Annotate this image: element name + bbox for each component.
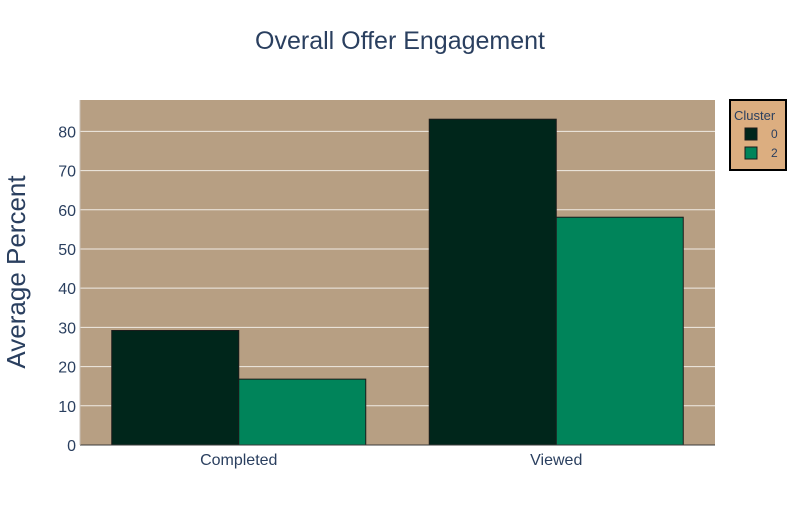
legend-title: Cluster <box>734 108 776 123</box>
legend-items: 02 <box>744 127 778 160</box>
y-tick-label: 10 <box>58 399 76 416</box>
y-tick-label: 20 <box>58 360 76 377</box>
legend-swatch <box>744 146 758 160</box>
bar-viewed-cluster-2 <box>555 216 684 446</box>
legend-swatch <box>744 127 758 141</box>
legend-box <box>729 99 787 171</box>
y-tick-label: 50 <box>58 242 76 259</box>
y-tick-label: 70 <box>58 164 76 181</box>
y-tick-labels: 0 10 20 30 40 50 60 70 80 <box>58 124 76 455</box>
bars <box>111 118 684 446</box>
legend-label: 2 <box>771 146 778 160</box>
legend: Cluster 02 <box>729 99 787 171</box>
x-tick-label: Viewed <box>530 452 582 469</box>
y-tick-label: 80 <box>58 124 76 141</box>
y-tick-label: 30 <box>58 320 76 337</box>
legend-label: 0 <box>771 127 778 141</box>
bar-viewed-cluster-0 <box>428 118 557 446</box>
y-tick-label: 60 <box>58 203 76 220</box>
bar-completed-cluster-2 <box>238 378 367 446</box>
chart-title: Overall Offer Engagement <box>255 27 545 55</box>
y-axis-label: Average Percent <box>1 175 31 369</box>
x-tick-label: Completed <box>200 452 277 469</box>
y-tick-label: 40 <box>58 281 76 298</box>
y-tick-label: 0 <box>67 438 76 455</box>
bar-completed-cluster-0 <box>111 330 240 446</box>
x-tick-labels: Completed Viewed <box>200 452 582 469</box>
